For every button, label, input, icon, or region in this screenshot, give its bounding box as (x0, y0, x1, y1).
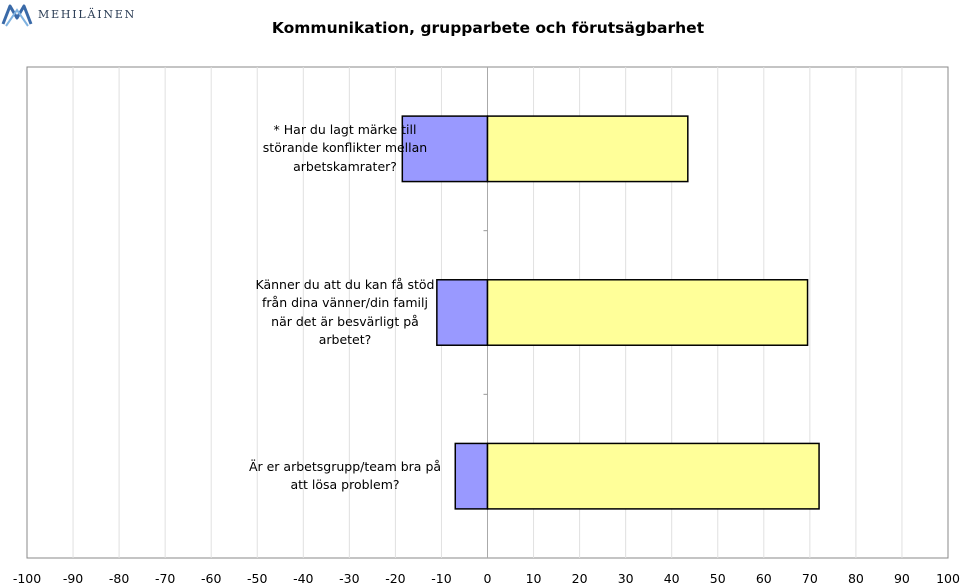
category-ticks (483, 230, 488, 395)
brand-logo: MEHILÄINEN (0, 0, 140, 32)
bar-positive (486, 115, 689, 183)
x-tick-label: 80 (848, 571, 864, 584)
x-tick-label: 10 (526, 571, 542, 584)
x-tick-label: 70 (802, 571, 818, 584)
x-tick-label: -50 (247, 571, 267, 584)
x-tick-label: -100 (13, 571, 41, 584)
x-tick-label: 100 (936, 571, 960, 584)
brand-name: MEHILÄINEN (38, 8, 137, 21)
x-tick-label: -70 (155, 571, 175, 584)
bar-negative (454, 442, 489, 510)
x-tick-label: 50 (710, 571, 726, 584)
x-tick-label: -10 (431, 571, 451, 584)
category-label: Är er arbetsgrupp/team bra på att lösa p… (248, 458, 442, 493)
category-label: * Har du lagt märke till störande konfli… (262, 121, 428, 174)
bar-positive (486, 279, 809, 346)
x-tick-label: 0 (484, 571, 492, 584)
x-tick-label: -20 (385, 571, 405, 584)
x-tick-label: -40 (293, 571, 313, 584)
x-axis-ticks: -100 -90 -80 -70 -60 -50 -40 -30 -20 -10 0 10 20 30 40… (13, 571, 960, 584)
bar-positive (486, 442, 820, 510)
x-tick-label: 40 (664, 571, 680, 584)
chart-title: Kommunikation, grupparbete och förutsägb… (271, 19, 705, 37)
bars-group (401, 115, 820, 510)
bar-negative (401, 115, 489, 183)
x-tick-label: -30 (339, 571, 359, 584)
x-tick-label: -60 (201, 571, 221, 584)
x-tick-label: -90 (63, 571, 83, 584)
x-tick-label: 60 (756, 571, 772, 584)
x-tick-label: -80 (109, 571, 129, 584)
x-tick-label: 30 (618, 571, 634, 584)
bar-negative (436, 279, 489, 346)
x-tick-label: 20 (572, 571, 588, 584)
bee-logo-icon (1, 4, 33, 27)
x-tick-label: 90 (894, 571, 910, 584)
category-label: Känner du att du kan få stöd från dina v… (255, 276, 435, 348)
